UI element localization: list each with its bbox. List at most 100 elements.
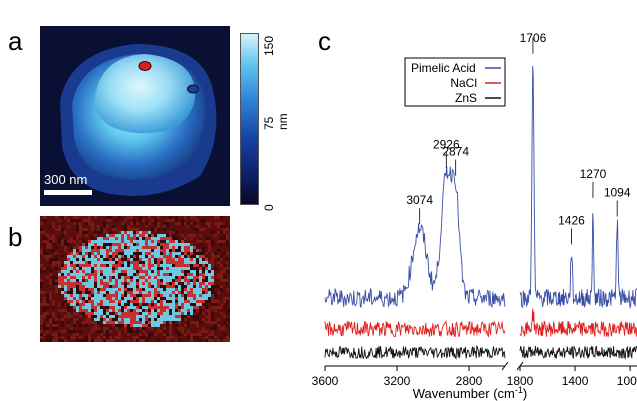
map-pixel (136, 267, 139, 270)
map-pixel (109, 333, 112, 336)
map-pixel (229, 234, 230, 237)
map-pixel (55, 219, 58, 222)
map-pixel (85, 288, 88, 291)
map-pixel (94, 318, 97, 321)
map-pixel (178, 237, 181, 240)
map-pixel (172, 339, 175, 342)
map-pixel (100, 279, 103, 282)
map-pixel (94, 252, 97, 255)
map-pixel (190, 222, 193, 225)
map-pixel (106, 318, 109, 321)
map-pixel (70, 309, 73, 312)
map-pixel (52, 333, 55, 336)
map-pixel (151, 282, 154, 285)
map-pixel (121, 327, 124, 330)
map-pixel (70, 321, 73, 324)
map-pixel (61, 258, 64, 261)
map-pixel (61, 240, 64, 243)
map-pixel (160, 216, 163, 219)
map-pixel (76, 339, 79, 342)
map-pixel (130, 252, 133, 255)
map-pixel (52, 294, 55, 297)
map-pixel (229, 288, 230, 291)
map-pixel (85, 228, 88, 231)
map-pixel (196, 327, 199, 330)
map-pixel (40, 249, 43, 252)
map-pixel (109, 285, 112, 288)
map-pixel (223, 315, 226, 318)
map-pixel (187, 279, 190, 282)
map-pixel (103, 300, 106, 303)
map-pixel (199, 339, 202, 342)
map-pixel (163, 279, 166, 282)
map-pixel (226, 231, 229, 234)
map-pixel (226, 303, 229, 306)
map-pixel (226, 279, 229, 282)
map-pixel (139, 216, 142, 219)
map-pixel (121, 264, 124, 267)
map-pixel (163, 276, 166, 279)
map-pixel (190, 258, 193, 261)
map-pixel (217, 285, 220, 288)
map-pixel (112, 309, 115, 312)
map-pixel (172, 321, 175, 324)
map-pixel (130, 297, 133, 300)
map-pixel (52, 318, 55, 321)
map-pixel (67, 300, 70, 303)
map-pixel (91, 321, 94, 324)
map-pixel (133, 252, 136, 255)
map-pixel (100, 255, 103, 258)
map-pixel (115, 288, 118, 291)
map-pixel (139, 231, 142, 234)
map-pixel (127, 285, 130, 288)
map-pixel (157, 276, 160, 279)
map-pixel (145, 237, 148, 240)
map-pixel (157, 258, 160, 261)
map-pixel (160, 291, 163, 294)
map-pixel (40, 225, 43, 228)
map-pixel (49, 306, 52, 309)
map-pixel (124, 318, 127, 321)
map-pixel (46, 333, 49, 336)
map-pixel (199, 270, 202, 273)
map-pixel (70, 255, 73, 258)
map-pixel (130, 270, 133, 273)
map-pixel (106, 246, 109, 249)
map-pixel (157, 321, 160, 324)
map-pixel (70, 252, 73, 255)
map-pixel (52, 234, 55, 237)
map-pixel (157, 285, 160, 288)
map-pixel (67, 273, 70, 276)
map-pixel (226, 309, 229, 312)
map-pixel (97, 267, 100, 270)
map-pixel (208, 243, 211, 246)
map-pixel (184, 333, 187, 336)
map-pixel (64, 240, 67, 243)
map-pixel (130, 225, 133, 228)
map-pixel (58, 252, 61, 255)
map-pixel (43, 228, 46, 231)
map-pixel (97, 312, 100, 315)
map-pixel (175, 231, 178, 234)
map-pixel (184, 294, 187, 297)
map-pixel (64, 270, 67, 273)
map-pixel (103, 279, 106, 282)
map-pixel (79, 219, 82, 222)
map-pixel (145, 273, 148, 276)
series-line-pimelic-acid-0 (324, 166, 506, 309)
map-pixel (94, 258, 97, 261)
map-pixel (67, 279, 70, 282)
map-pixel (40, 330, 43, 333)
map-pixel (73, 291, 76, 294)
map-pixel (94, 291, 97, 294)
map-pixel (142, 312, 145, 315)
map-pixel (70, 225, 73, 228)
map-pixel (139, 279, 142, 282)
map-pixel (43, 276, 46, 279)
map-pixel (220, 231, 223, 234)
map-pixel (88, 324, 91, 327)
map-pixel (205, 309, 208, 312)
map-pixel (118, 333, 121, 336)
map-pixel (121, 312, 124, 315)
map-pixel (58, 333, 61, 336)
